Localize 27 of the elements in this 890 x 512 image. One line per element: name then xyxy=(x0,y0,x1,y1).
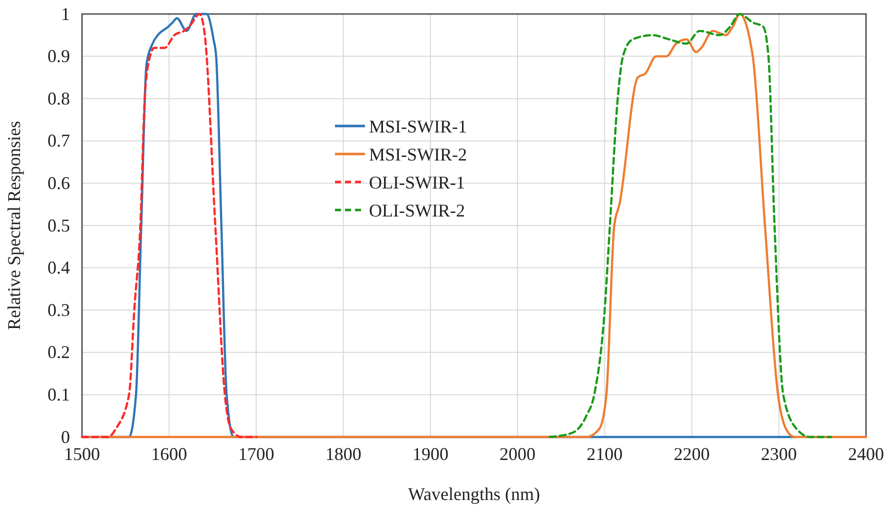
x-tick-label: 2100 xyxy=(586,444,623,464)
legend-label: OLI-SWIR-2 xyxy=(369,200,465,220)
x-tick-label: 2000 xyxy=(500,444,536,464)
y-tick-label: 1 xyxy=(61,4,70,24)
line-series xyxy=(548,12,832,438)
y-tick-label: 0.8 xyxy=(48,88,70,108)
x-tick-label: 1700 xyxy=(238,444,274,464)
x-tick-label: 1600 xyxy=(151,444,188,464)
y-tick-label: 0.2 xyxy=(48,342,70,362)
y-tick-label: 0.6 xyxy=(48,172,70,193)
line-series xyxy=(80,12,258,438)
legend-label: OLI-SWIR-1 xyxy=(369,172,465,192)
legend-label: MSI-SWIR-1 xyxy=(369,116,467,136)
y-tick-label: 0.5 xyxy=(48,215,70,236)
y-axis-title: Relative Spectral Responsies xyxy=(4,121,24,330)
y-tick-label: 0.7 xyxy=(48,130,70,151)
x-tick-label: 2400 xyxy=(848,444,884,464)
y-tick-label: 0.3 xyxy=(48,300,70,320)
x-tick-label: 1800 xyxy=(325,444,362,464)
x-axis-title: Wavelengths (nm) xyxy=(408,484,540,504)
y-tick-label: 0.9 xyxy=(48,46,70,66)
y-tick-label: 0.4 xyxy=(48,258,70,278)
x-tick-label: 2300 xyxy=(760,444,797,464)
x-tick-label: 2200 xyxy=(674,444,710,464)
legend-label: MSI-SWIR-2 xyxy=(369,144,467,164)
x-tick-label: 1900 xyxy=(412,444,448,464)
y-tick-label: 0.1 xyxy=(48,384,70,404)
